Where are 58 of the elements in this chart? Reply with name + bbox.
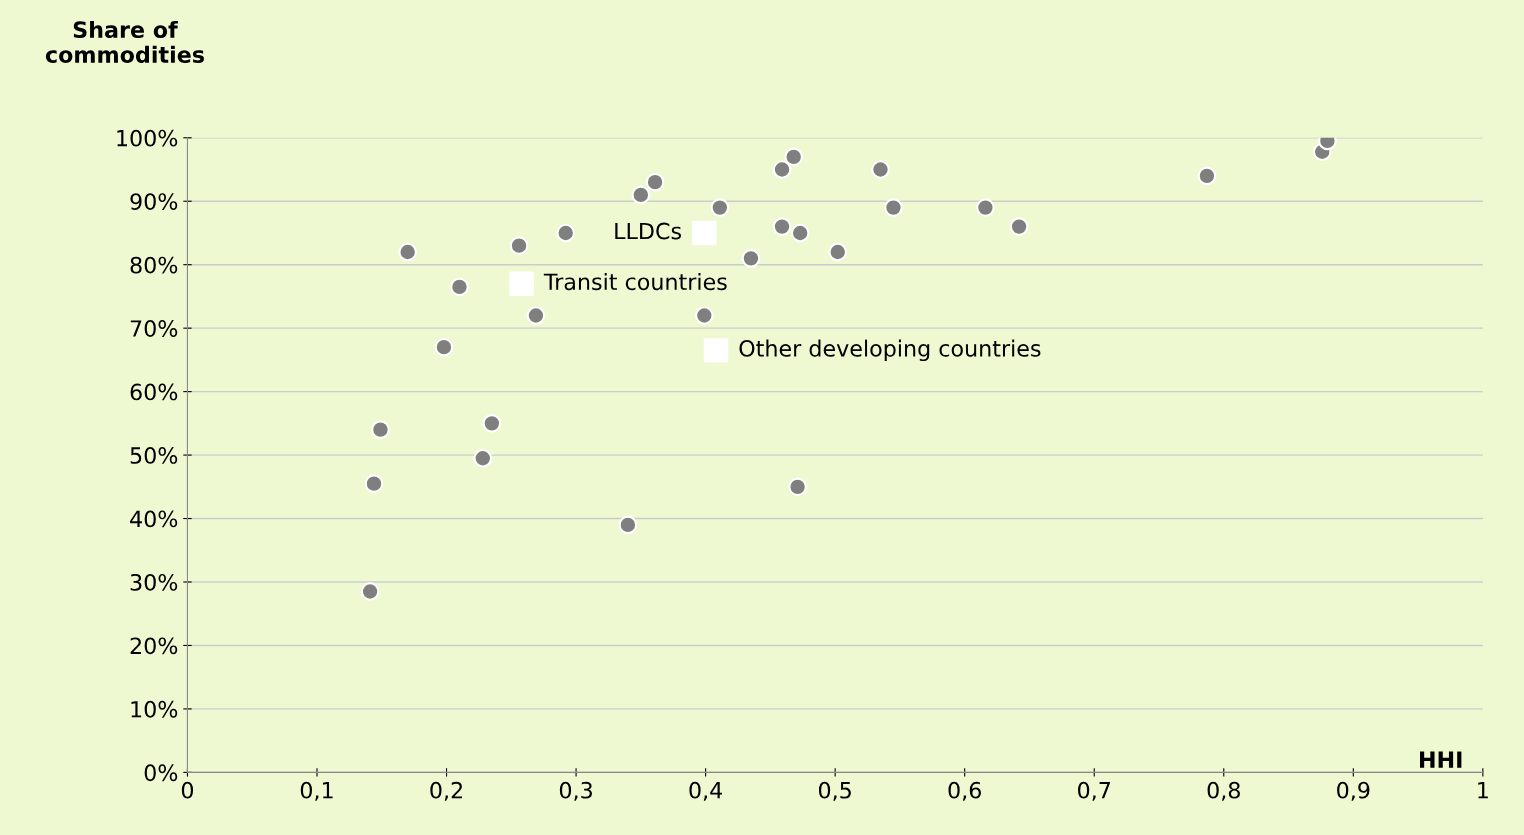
point: [741, 249, 761, 268]
point: [509, 236, 529, 255]
point: [772, 160, 792, 179]
point: [976, 198, 995, 217]
point: [788, 477, 807, 497]
point: [710, 198, 730, 217]
point: [884, 198, 903, 217]
x-tick-label: 1: [1478, 782, 1488, 799]
x-tick-label: 0,9: [1337, 781, 1370, 801]
series-label: LLDCs: [615, 222, 682, 240]
point: [695, 306, 714, 325]
point: [618, 515, 638, 535]
point: [631, 185, 651, 205]
x-tick-label: 0,3: [559, 781, 592, 801]
x-tick-label: 0: [181, 781, 194, 799]
x-tick-label: 0,8: [1207, 781, 1240, 801]
point: [509, 271, 534, 296]
point: [360, 582, 380, 601]
point: [1009, 217, 1029, 236]
y-tick-label: 100%: [117, 129, 178, 147]
x-tick-label: 0,6: [948, 781, 981, 801]
point: [772, 217, 792, 236]
point: [556, 223, 575, 243]
y-tick-label: 20%: [130, 637, 178, 655]
point: [450, 277, 469, 297]
x-tick-label: 0,5: [818, 781, 851, 801]
y-tick-label: 70%: [130, 320, 178, 337]
x-axis-title: HHI: [1420, 751, 1462, 768]
point: [364, 474, 384, 493]
point: [371, 420, 390, 439]
point: [526, 306, 546, 325]
series-label: Transit countries: [543, 272, 727, 291]
point: [828, 242, 847, 262]
x-tick-label: 0,4: [689, 781, 723, 801]
y-tick-label: 10%: [131, 700, 178, 718]
y-tick-label: 30%: [130, 573, 178, 591]
point: [784, 147, 803, 167]
y-tick-label: 90%: [130, 193, 178, 210]
y-tick-label: 80%: [130, 256, 178, 274]
x-tick-label: 0,7: [1078, 781, 1110, 801]
point: [434, 337, 454, 357]
y-tick-label: 50%: [130, 447, 178, 464]
x-tick-label: 0,2: [430, 781, 462, 801]
point: [871, 160, 890, 179]
point: [703, 338, 729, 363]
y-tick-label: 60%: [130, 383, 178, 401]
point: [1197, 166, 1217, 186]
y-axis-title: Share of commodities: [45, 20, 204, 63]
point: [645, 172, 665, 192]
point: [482, 414, 502, 433]
x-tick-label: 0,1: [300, 781, 333, 801]
y-tick-label: 40%: [130, 510, 178, 528]
series-label: Other developing countries: [739, 339, 1041, 362]
point: [692, 220, 717, 246]
y-tick-label: 0%: [144, 764, 178, 782]
point: [398, 242, 417, 262]
point: [790, 223, 810, 243]
point: [473, 448, 493, 468]
